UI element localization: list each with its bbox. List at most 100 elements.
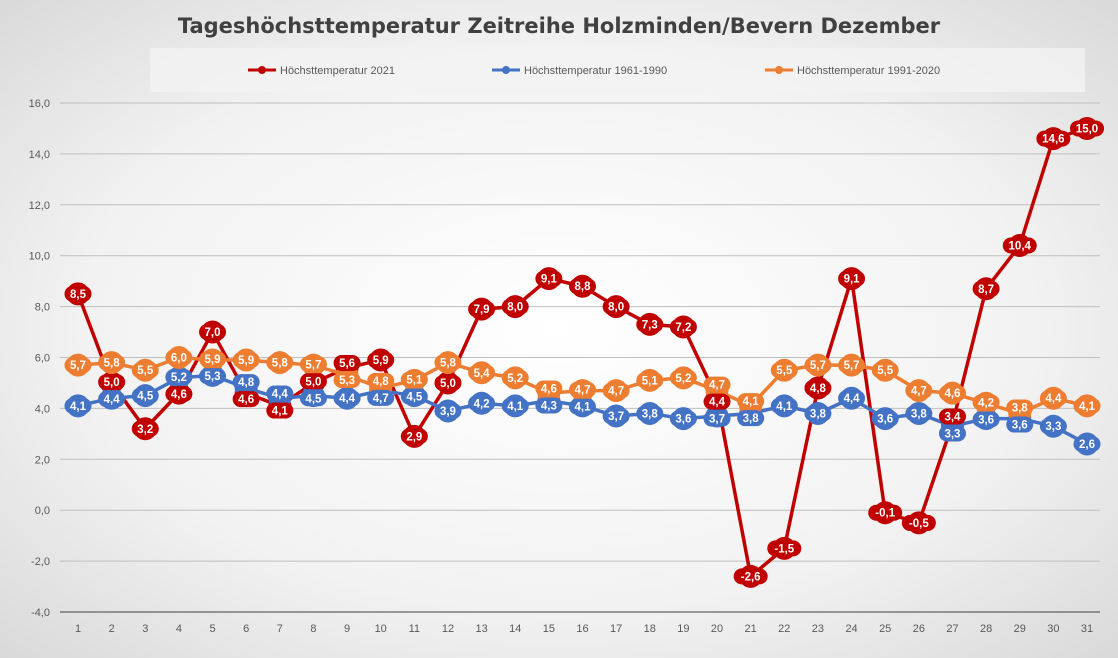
data-label-bg (703, 376, 731, 393)
data-label: 5,4 (474, 368, 491, 380)
data-label-bg (333, 371, 361, 388)
data-label-bg (737, 393, 765, 410)
data-label-bg (703, 410, 731, 427)
data-label-group: 5,2 (165, 368, 193, 385)
legend-item: Höchsttemperatur 1961-1990 (492, 65, 667, 77)
data-label-bg (400, 428, 428, 445)
x-tick-label: 12 (442, 623, 454, 635)
data-label-group: 5,5 (131, 362, 159, 379)
data-label-group: -0,5 (901, 514, 936, 531)
data-label-group: 4,1 (64, 397, 92, 414)
data-label-bg (299, 390, 327, 407)
data-label: 5,7 (70, 360, 86, 372)
data-label-bg (770, 362, 798, 379)
data-label: 4,7 (608, 386, 624, 398)
data-label-bg (468, 395, 496, 412)
data-label-group: 5,4 (468, 364, 496, 381)
data-label: 3,8 (743, 413, 760, 425)
data-label: 4,7 (575, 385, 591, 397)
data-label-group: 5,7 (64, 357, 92, 374)
data-label-bg (199, 324, 227, 341)
data-label: 4,2 (978, 397, 994, 409)
data-label-bg (98, 374, 126, 391)
data-label-group: 5,0 (98, 374, 126, 391)
data-label-bg (367, 352, 395, 369)
data-label-group: 4,4 (333, 390, 361, 407)
data-label-group: 5,2 (501, 369, 529, 386)
x-tick-label: 15 (543, 623, 555, 635)
data-label: 5,0 (104, 377, 120, 389)
data-label: 4,8 (238, 377, 255, 389)
data-label: 4,4 (104, 394, 121, 406)
data-label-group: 6,0 (165, 349, 193, 366)
data-label-bg (165, 368, 193, 385)
data-label: 8,8 (575, 281, 592, 293)
data-label-group: 5,8 (434, 354, 462, 371)
y-tick-label: 10,0 (29, 251, 50, 263)
data-label-bg (636, 316, 664, 333)
data-label-bg (669, 410, 697, 427)
x-tick-label: 17 (610, 623, 622, 635)
data-label-bg (569, 278, 596, 295)
data-label: 4,7 (911, 386, 927, 398)
data-label-bg (938, 385, 966, 402)
data-label-bg (669, 369, 697, 386)
legend-marker (258, 66, 266, 74)
data-label: 4,5 (305, 393, 322, 405)
data-label-bg (501, 369, 529, 386)
data-label-bg (1070, 120, 1104, 137)
data-label-group: 7,3 (636, 316, 664, 333)
data-label-group: 4,6 (535, 380, 563, 397)
x-tick-label: 9 (344, 623, 350, 635)
data-label-bg (733, 568, 768, 585)
data-label: 4,1 (272, 406, 289, 418)
y-tick-label: 4,0 (35, 403, 50, 415)
data-label: 4,1 (507, 401, 524, 413)
data-label-bg (131, 362, 159, 379)
data-label: 4,4 (709, 397, 726, 409)
data-label-group: 3,7 (703, 410, 731, 427)
data-label-group: 4,5 (131, 387, 159, 404)
data-label: 2,9 (406, 431, 422, 443)
data-label-group: 4,7 (703, 376, 731, 393)
data-label-group: 3,8 (804, 405, 832, 422)
data-label: 3,8 (1012, 403, 1029, 415)
data-label-group: 3,6 (1006, 416, 1034, 433)
legend-label: Höchsttemperatur 2021 (280, 65, 395, 77)
data-label: 5,8 (272, 358, 289, 370)
data-label: 5,1 (642, 375, 659, 387)
data-label-bg (901, 514, 936, 531)
data-label: 3,9 (440, 406, 456, 418)
data-label-group: 3,3 (1039, 418, 1067, 435)
data-label-group: 5,7 (299, 356, 327, 373)
data-label-bg (938, 425, 966, 442)
data-label-bg (232, 391, 260, 408)
data-label-group: -0,1 (868, 504, 903, 521)
data-label: 8,7 (978, 284, 994, 296)
data-label: 9,1 (541, 274, 558, 286)
data-label-bg (838, 357, 866, 374)
data-label-group: 4,4 (838, 390, 866, 407)
data-label-bg (1039, 418, 1067, 435)
data-label-bg (767, 540, 802, 557)
data-label-group: 4,6 (232, 391, 260, 408)
data-label: 4,4 (844, 393, 861, 405)
data-label-bg (131, 420, 159, 437)
data-label: 2,6 (1079, 439, 1095, 451)
data-label: 5,8 (440, 358, 457, 370)
data-label-bg (400, 371, 428, 388)
data-label-group: 4,1 (737, 393, 765, 410)
data-label: 5,7 (844, 360, 860, 372)
x-tick-label: 16 (576, 623, 588, 635)
data-label: 4,6 (171, 389, 187, 401)
data-label: 4,1 (776, 401, 793, 413)
data-label-group: 5,1 (636, 372, 664, 389)
data-label-bg (972, 411, 1000, 428)
legend-label: Höchsttemperatur 1991-2020 (797, 65, 940, 77)
data-label-bg (367, 389, 395, 406)
data-label-group: 5,6 (333, 354, 361, 371)
data-label: 4,1 (743, 396, 760, 408)
x-tick-label: 7 (277, 623, 283, 635)
data-label-bg (367, 372, 395, 389)
x-tick-label: 2 (109, 623, 115, 635)
